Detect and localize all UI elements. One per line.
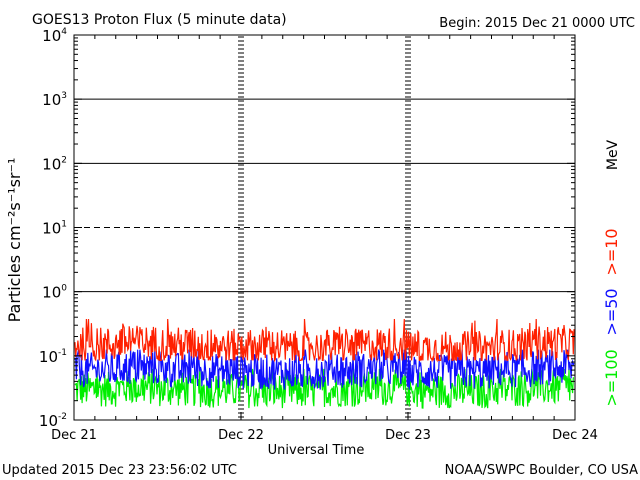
legend-ge10: >=10	[602, 228, 621, 275]
y-tick-exponent: -1	[58, 348, 67, 358]
chart-title: GOES13 Proton Flux (5 minute data)	[32, 12, 287, 28]
legend: MeV >=10 >=50 >=100	[602, 139, 621, 406]
y-tick-base: 10	[39, 412, 58, 430]
series-line-ge10	[74, 318, 575, 363]
y-tick-base: 10	[42, 91, 61, 109]
legend-ge100: >=100	[602, 349, 621, 406]
y-axis-label: Particles cm⁻²s⁻¹sr⁻¹	[5, 158, 24, 323]
begin-time-label: Begin: 2015 Dec 21 0000 UTC	[439, 16, 635, 31]
y-tick-exponent: 4	[61, 27, 67, 37]
y-tick-base: 10	[39, 348, 58, 366]
y-tick-base: 10	[42, 155, 61, 173]
credit-label: NOAA/SWPC Boulder, CO USA	[445, 463, 638, 478]
y-tick-exponent: -2	[58, 412, 67, 422]
updated-timestamp: Updated 2015 Dec 23 23:56:02 UTC	[2, 463, 237, 478]
y-tick-exponent: 1	[61, 220, 67, 230]
y-tick-label: 103	[42, 91, 67, 109]
series-line-ge50	[74, 349, 575, 390]
y-tick-exponent: 2	[61, 155, 67, 165]
legend-unit: MeV	[605, 139, 621, 170]
y-tick-base: 10	[42, 220, 61, 238]
y-tick-label: 100	[42, 284, 67, 302]
y-tick-label: 102	[42, 155, 67, 173]
y-tick-exponent: 3	[61, 91, 67, 101]
x-tick-labels: Dec 21 Dec 22 Dec 23 Dec 24	[51, 428, 598, 443]
x-axis-label: Universal Time	[268, 443, 365, 458]
y-tick-label: 101	[42, 220, 67, 238]
y-tick-exponent: 0	[61, 284, 67, 294]
plot-frame	[73, 34, 576, 421]
y-tick-label: 10-2	[39, 412, 67, 430]
y-tick-label: 104	[42, 27, 67, 45]
y-tick-base: 10	[42, 284, 61, 302]
data-series	[74, 318, 575, 409]
y-tick-label: 10-1	[39, 348, 67, 366]
x-tick-label: Dec 23	[385, 428, 431, 443]
x-tick-label: Dec 21	[51, 428, 97, 443]
x-tick-label: Dec 22	[218, 428, 264, 443]
legend-ge50: >=50	[602, 288, 621, 335]
y-tick-base: 10	[42, 27, 61, 45]
x-tick-label: Dec 24	[552, 428, 598, 443]
